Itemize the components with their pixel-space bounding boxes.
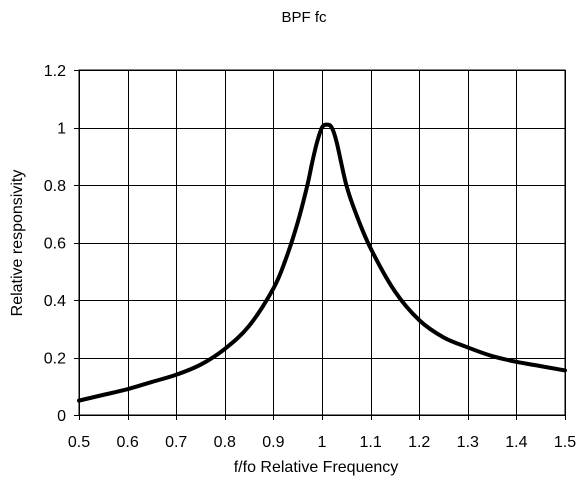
x-tick-label: 1.4: [505, 434, 527, 451]
tick-marks: [74, 70, 566, 420]
y-tick-label: 1: [57, 121, 66, 138]
x-tick-label: 1.1: [359, 434, 381, 451]
x-tick-label: 1.3: [457, 434, 479, 451]
x-tick-label: 0.6: [116, 434, 138, 451]
x-tick-label: 0.9: [262, 434, 284, 451]
y-tick-label: 0.2: [44, 351, 66, 368]
x-tick-label: 1: [318, 434, 327, 451]
series-line-relative-responsivity: [77, 122, 567, 403]
chart-title: BPF fc: [281, 9, 327, 26]
x-tick-label: 1.2: [408, 434, 430, 451]
x-tick-label: 0.7: [165, 434, 187, 451]
x-tick-label: 0.5: [68, 434, 90, 451]
y-tick-label: 0.6: [44, 236, 66, 253]
y-tick-label: 0.8: [44, 178, 66, 195]
x-axis-tick-labels: 0.5 0.6 0.7 0.8 0.9 1 1.1 1.2 1.3 1.4 1.5: [68, 434, 576, 451]
y-axis-title: Relative responsivity: [9, 170, 26, 317]
y-tick-label: 0.4: [44, 293, 66, 310]
x-tick-label: 0.8: [214, 434, 236, 451]
y-axis-tick-labels: 0 0.2 0.4 0.6 0.8 1 1.2: [44, 63, 66, 425]
y-tick-label: 1.2: [44, 63, 66, 80]
plot-area-frame: [78, 69, 566, 416]
x-tick-label: 1.5: [554, 434, 576, 451]
x-axis-title: f/fo Relative Frequency: [234, 459, 399, 476]
y-tick-label: 0: [57, 408, 66, 425]
